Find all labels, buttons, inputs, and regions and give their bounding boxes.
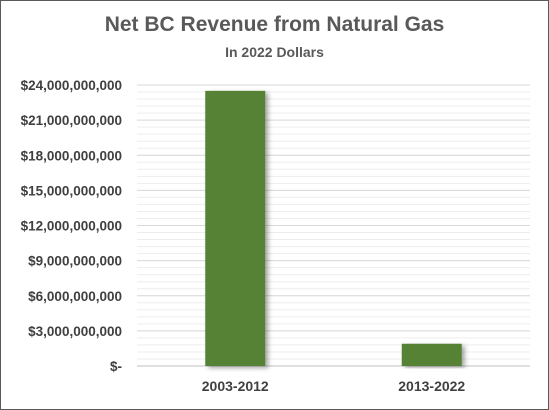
- bar-2013-2022: [401, 343, 462, 366]
- bar-2003-2012: [205, 90, 266, 367]
- x-tick-labels: 2003-2012 2013-2022: [202, 378, 466, 394]
- chart-title: Net BC Revenue from Natural Gas: [104, 13, 445, 36]
- y-tick-label: $12,000,000,000: [21, 219, 122, 234]
- gridlines: [137, 84, 530, 360]
- chart-subtitle: In 2022 Dollars: [225, 44, 324, 60]
- y-tick-label: $24,000,000,000: [21, 78, 122, 93]
- y-tick-label: $15,000,000,000: [21, 183, 122, 198]
- y-tick-label: $3,000,000,000: [28, 324, 122, 339]
- x-tick-label: 2003-2012: [202, 378, 269, 394]
- y-tick-label: $-: [110, 359, 122, 374]
- y-tick-label: $6,000,000,000: [28, 289, 122, 304]
- y-tick-labels: $- $3,000,000,000 $6,000,000,000 $9,000,000…: [21, 78, 122, 374]
- y-tick-label: $21,000,000,000: [21, 113, 122, 128]
- y-tick-label: $18,000,000,000: [21, 148, 122, 163]
- bars: [205, 90, 462, 367]
- x-tick-label: 2013-2022: [398, 378, 465, 394]
- y-tick-label: $9,000,000,000: [28, 254, 122, 269]
